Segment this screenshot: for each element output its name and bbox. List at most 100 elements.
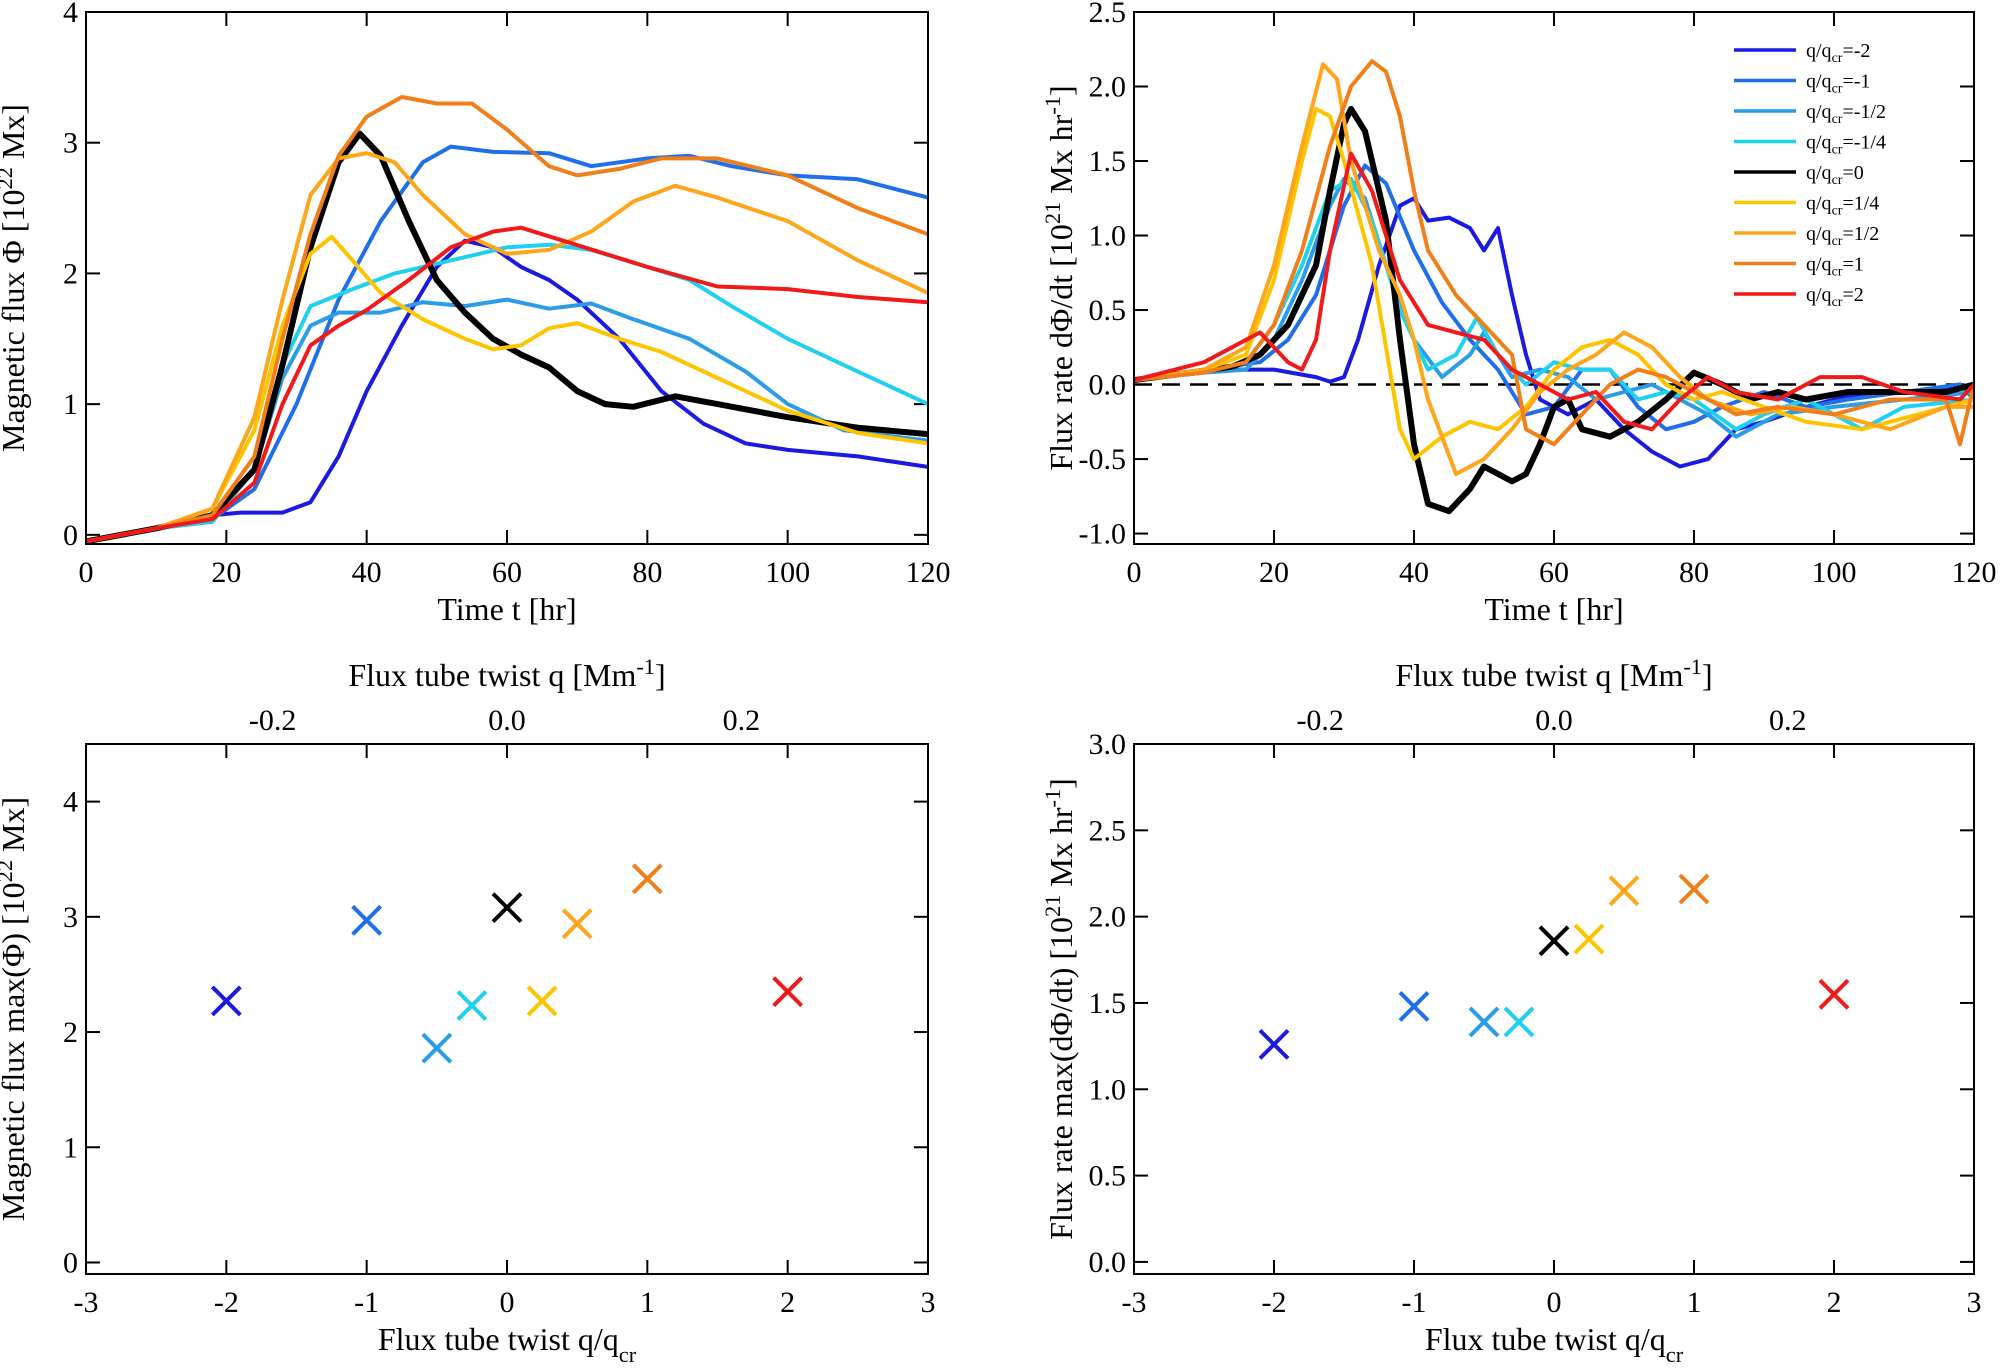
y-tick-label: 2.5 — [1089, 814, 1127, 847]
y-tick-label: 1.5 — [1089, 987, 1127, 1020]
y-tick-label: 1.0 — [1089, 1073, 1127, 1106]
y-tick-label: 0.5 — [1089, 294, 1127, 327]
y-tick-label: 1.0 — [1089, 220, 1127, 253]
x-tick-label: 60 — [1539, 556, 1569, 589]
y-axis-title-post2: ] — [1043, 85, 1079, 96]
top-tick-label: 0.0 — [1535, 704, 1573, 737]
scatter-point-5 — [526, 985, 558, 1017]
y-axis-title-post: Mx hr — [1043, 114, 1079, 201]
top-axis-title: Flux tube twist q [Mm-1] — [348, 654, 665, 693]
scatter-point-8 — [1818, 978, 1850, 1010]
x-tick-label: 0 — [79, 556, 94, 589]
plot-frame — [85, 743, 929, 1275]
x-tick-label: 3 — [1967, 1286, 1982, 1319]
panel-flux-rate-vs-time: 0 20 40 60 80 100 120 -1.0 -0.5 0.0 0.5 1.0 1.5 2.0 2.… — [1040, 0, 1997, 627]
top-axis-title: Flux tube twist q [Mm-1] — [1395, 654, 1712, 693]
x-tick-label: 1 — [1687, 1286, 1702, 1319]
x-tick-label: 1 — [640, 1286, 655, 1319]
scatter-point-1 — [1398, 990, 1430, 1022]
y-axis-title-pre: Flux rate dΦ/dt [10 — [1043, 224, 1079, 470]
panel-magnetic-flux-vs-time: 0 20 40 60 80 100 120 0 1 2 3 4 Time t [hr] Magnetic … — [0, 0, 951, 627]
x-tick-label: 0 — [1127, 556, 1142, 589]
x-tick-label: 20 — [1259, 556, 1289, 589]
x-tick-label: 40 — [1399, 556, 1429, 589]
series-line-6 — [1134, 62, 1974, 476]
top-tick-label: -0.2 — [249, 704, 297, 737]
series-line-1 — [1134, 163, 1974, 432]
top-axis-title-sup: -1 — [636, 654, 655, 679]
y-axis-title-sup2: -1 — [1040, 789, 1065, 808]
scatter-point-4 — [491, 892, 523, 924]
legend-label: q/qcr=1 — [1806, 254, 1864, 280]
y-axis-title-post: Mx] — [0, 104, 31, 167]
x-axis-title-pre: Flux tube twist q/q — [1425, 1321, 1666, 1357]
y-tick-label: 3 — [63, 127, 78, 160]
series-line-8 — [86, 225, 928, 544]
y-tick-label: 3.0 — [1089, 728, 1127, 761]
top-tick-label: 0.2 — [723, 704, 761, 737]
x-tick-label: 60 — [492, 556, 522, 589]
y-tick-label: 2 — [63, 1016, 78, 1049]
x-axis-title: Flux tube twist q/qcr — [378, 1321, 637, 1367]
legend-label-sub: cr — [1832, 295, 1843, 310]
panel-max-flux-vs-twist: -3 -2 -1 0 1 2 3 0 1 2 3 4 -0.2 0.0 0.2 Flux tube twist… — [0, 654, 936, 1367]
y-axis-title-sup: 22 — [0, 167, 17, 189]
y-tick-label: 2.0 — [1089, 71, 1127, 104]
x-tick-label: -2 — [214, 1286, 239, 1319]
y-tick-label: -0.5 — [1079, 443, 1127, 476]
legend-label: q/qcr=1/4 — [1806, 193, 1879, 219]
y-tick-label: 0 — [63, 1246, 78, 1279]
y-axis-title-sup: 21 — [1040, 202, 1065, 224]
legend-label: q/qcr=-1/2 — [1806, 101, 1886, 127]
scatter-point-0 — [1258, 1028, 1290, 1060]
legend-label-suffix: =2 — [1842, 284, 1863, 306]
y-tick-label: 4 — [63, 786, 78, 819]
legend-label-main: q/q — [1806, 101, 1832, 123]
plot-frame — [85, 11, 929, 545]
legend-label-sub: cr — [1832, 143, 1843, 158]
scatter-point-0 — [210, 985, 242, 1017]
y-tick-label: -1.0 — [1079, 518, 1127, 551]
series-group — [1134, 59, 1974, 515]
scatter-point-6 — [1608, 875, 1640, 907]
legend-label-suffix: =1/4 — [1842, 193, 1879, 215]
legend-label-main: q/q — [1806, 132, 1832, 154]
top-tick-label: 0.2 — [1769, 704, 1807, 737]
x-tick-label: 0 — [1547, 1286, 1562, 1319]
x-tick-label: 2 — [780, 1286, 795, 1319]
legend-label: q/qcr=1/2 — [1806, 223, 1879, 249]
y-axis-title-sup2: -1 — [1040, 96, 1065, 115]
legend-label-sub: cr — [1832, 265, 1843, 280]
series-line-5 — [1134, 106, 1974, 462]
x-tick-label: -2 — [1262, 1286, 1287, 1319]
y-tick-label: 2 — [63, 257, 78, 290]
y-tick-label: 4 — [63, 0, 78, 29]
series-line-6 — [86, 151, 928, 544]
y-tick-label: 0.0 — [1089, 369, 1127, 402]
y-axis-title: Magnetic flux max(Φ) [1022 Mx] — [0, 797, 31, 1221]
y-axis-title-post2: ] — [1043, 778, 1079, 789]
x-tick-label: 40 — [352, 556, 382, 589]
legend-label-sub: cr — [1832, 204, 1843, 219]
series-group — [86, 95, 928, 544]
scatter-point-1 — [351, 904, 383, 936]
y-axis-title: Flux rate max(dΦ/dt) [1021 Mx hr-1] — [1040, 778, 1079, 1240]
plot-frame — [1133, 743, 1975, 1275]
top-axis-title-pre: Flux tube twist q [Mm — [1395, 657, 1683, 693]
x-axis-title: Time t [hr] — [1484, 591, 1623, 627]
plot-frame — [1133, 11, 1975, 545]
legend-label-suffix: =-1 — [1842, 71, 1870, 93]
legend-label-sub: cr — [1832, 112, 1843, 127]
legend-label-suffix: =1 — [1842, 254, 1863, 276]
x-tick-label: -3 — [1122, 1286, 1147, 1319]
scatter-point-3 — [456, 990, 488, 1021]
top-axis-title-pre: Flux tube twist q [Mm — [348, 657, 636, 693]
series-line-4 — [86, 130, 928, 544]
y-tick-label: 0 — [63, 519, 78, 552]
legend-label-suffix: =-1/4 — [1842, 132, 1886, 154]
x-tick-label: -3 — [74, 1286, 99, 1319]
legend-label-sub: cr — [1832, 234, 1843, 249]
y-tick-label: 0.0 — [1089, 1246, 1127, 1279]
series-line-7 — [86, 95, 928, 544]
